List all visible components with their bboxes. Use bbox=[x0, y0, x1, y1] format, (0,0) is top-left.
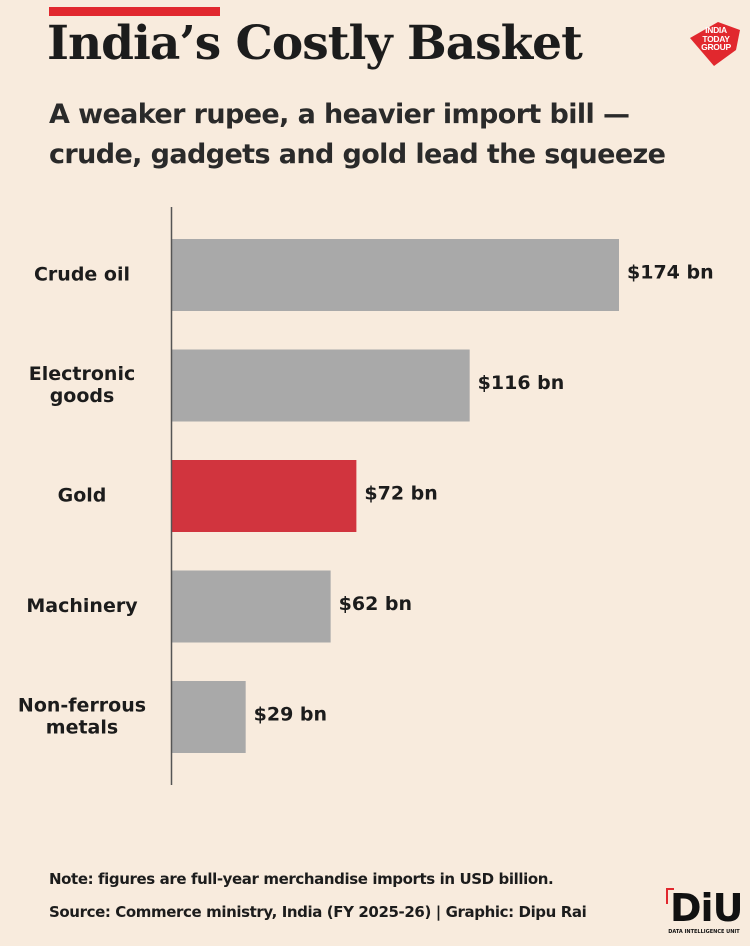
value-label-1: $116 bn bbox=[478, 372, 565, 394]
category-label-3-line-0: Machinery bbox=[26, 595, 138, 617]
bar-chart: $174 bn Crude oil $116 bn Electronic goods $7… bbox=[18, 207, 714, 785]
category-label-2-line-0: Gold bbox=[58, 485, 107, 507]
category-label-4-line-1: metals bbox=[46, 717, 118, 739]
logo-line-2: TODAY bbox=[702, 33, 730, 44]
bar-1 bbox=[171, 349, 470, 422]
category-label-1-line-1: goods bbox=[50, 385, 115, 407]
category-label-4-line-0: Non-ferrous bbox=[18, 695, 146, 717]
value-label-3: $62 bn bbox=[339, 593, 412, 615]
category-label-0-line-0: Crude oil bbox=[34, 264, 130, 286]
title-accent-bar bbox=[49, 7, 220, 16]
footer-source: Source: Commerce ministry, India (FY 202… bbox=[49, 903, 587, 921]
bar-0 bbox=[171, 239, 619, 311]
bars-group: $174 bn Crude oil $116 bn Electronic goods $7… bbox=[18, 239, 714, 753]
value-label-0: $174 bn bbox=[627, 262, 714, 284]
logo-line-1: INDIA bbox=[705, 25, 727, 35]
value-label-4: $29 bn bbox=[254, 704, 327, 726]
logo-shield-icon bbox=[690, 22, 740, 66]
bar-3 bbox=[171, 570, 331, 643]
category-label-2: Gold bbox=[58, 485, 107, 507]
logo-text: INDIA TODAY GROUP bbox=[693, 26, 739, 52]
category-label-1: Electronic goods bbox=[29, 363, 135, 407]
category-label-4: Non-ferrous metals bbox=[18, 695, 146, 739]
chart-subtitle: A weaker rupee, a heavier import bill — … bbox=[49, 99, 666, 170]
diu-corner-mark bbox=[666, 888, 674, 904]
diu-logo: DiU DATA INTELLIGENCE UNIT bbox=[666, 886, 743, 938]
bar-2 bbox=[171, 460, 357, 532]
category-label-3: Machinery bbox=[26, 595, 138, 617]
logo-line-3: GROUP bbox=[701, 42, 731, 52]
footer-note: Note: figures are full-year merchandise … bbox=[49, 870, 554, 888]
category-label-0: Crude oil bbox=[34, 264, 130, 286]
bar-4 bbox=[171, 681, 246, 753]
diu-subtitle: DATA INTELLIGENCE UNIT bbox=[668, 929, 740, 935]
diu-letters: DiU bbox=[670, 886, 743, 930]
chart-title: India’s Costly Basket bbox=[47, 16, 583, 71]
india-today-group-logo: INDIA TODAY GROUP bbox=[688, 20, 742, 66]
category-label-1-line-0: Electronic bbox=[29, 363, 135, 385]
value-label-2: $72 bn bbox=[364, 483, 437, 505]
